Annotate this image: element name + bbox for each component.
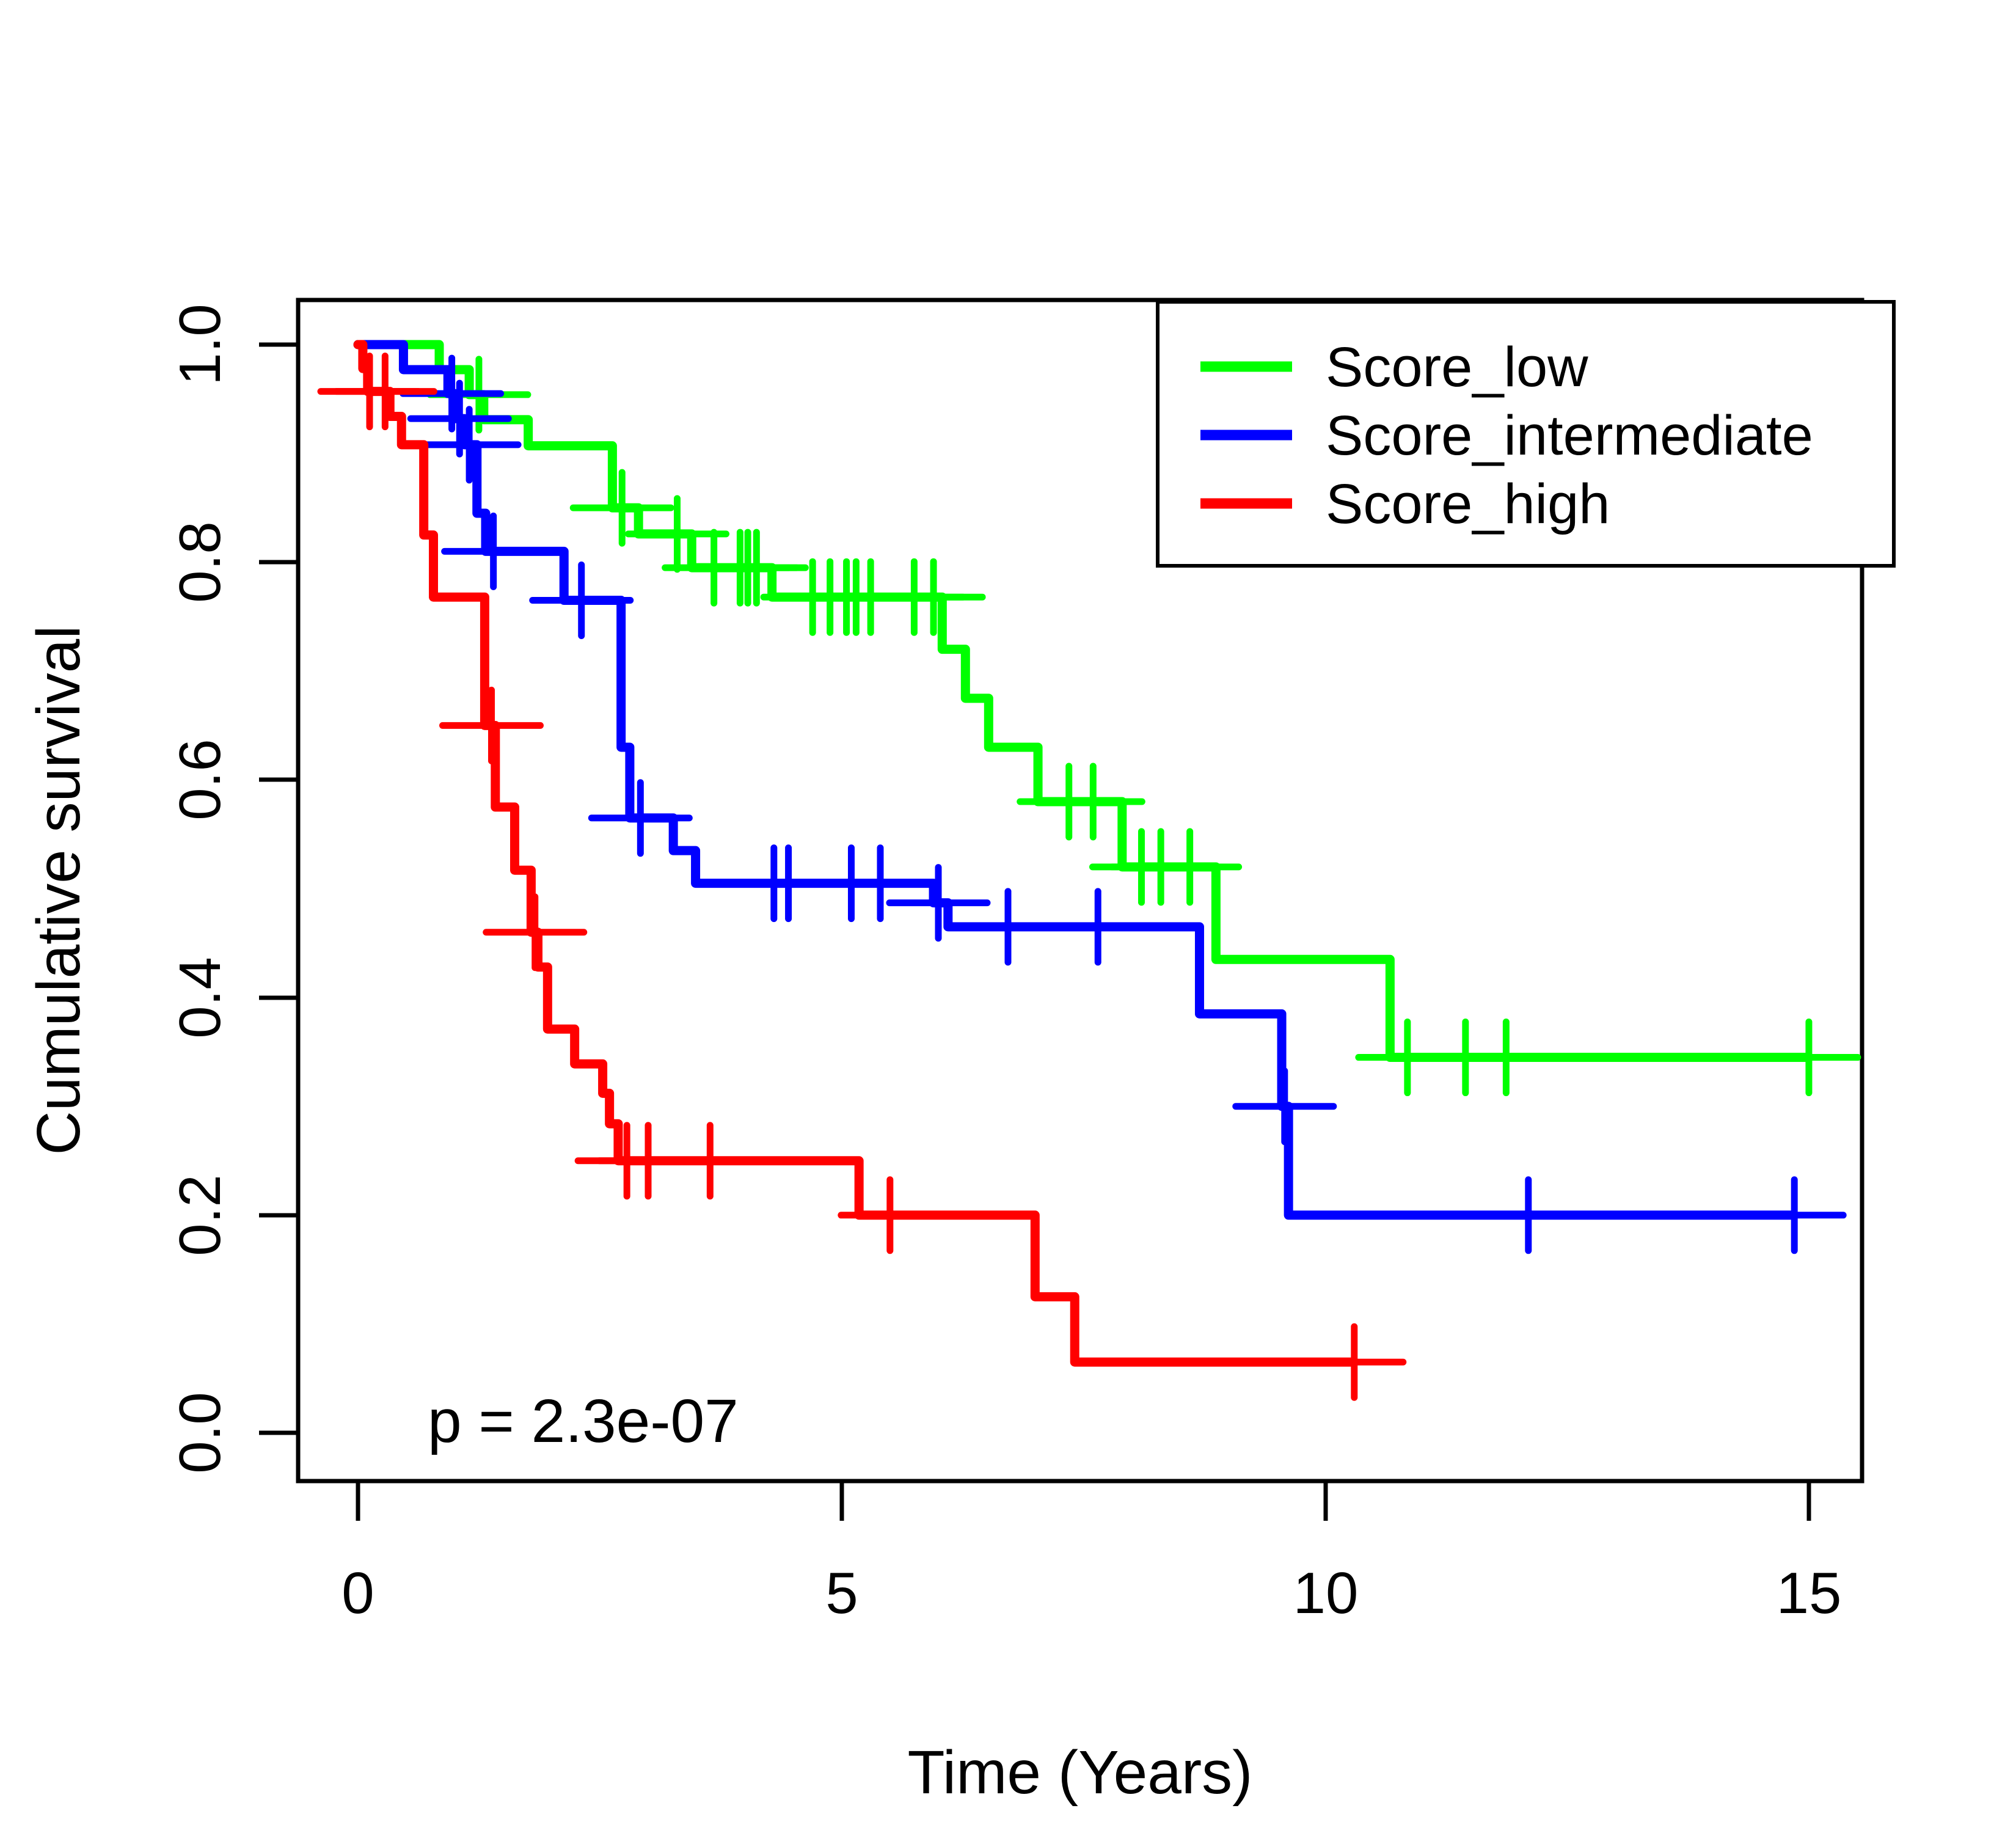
x-axis-ticks	[356, 1481, 1811, 1521]
plot-frame	[296, 298, 1864, 1484]
legend-label-score-low: Score_low	[1326, 336, 1588, 398]
survival-curves	[317, 340, 1861, 1401]
censor-marks-score-intermediate	[400, 354, 1847, 1254]
legend: Score_low Score_intermediate Score_high	[1156, 300, 1896, 568]
x-tick-15: 15	[1777, 1560, 1842, 1626]
x-axis-title: Time (Years)	[908, 1738, 1253, 1807]
p-value-annotation: p = 2.3e-07	[428, 1387, 739, 1455]
y-tick-0.6: 0.6	[167, 739, 233, 820]
y-tick-1.0: 1.0	[167, 304, 233, 385]
legend-label-score-intermediate: Score_intermediate	[1326, 404, 1813, 467]
y-axis-ticks	[259, 342, 298, 1435]
y-tick-0.0: 0.0	[167, 1392, 233, 1473]
legend-label-score-high: Score_high	[1326, 473, 1610, 535]
x-tick-0: 0	[341, 1560, 374, 1626]
x-tick-10: 10	[1293, 1560, 1359, 1626]
x-tick-5: 5	[825, 1560, 858, 1626]
y-axis-tick-labels: 1.0 0.8 0.6 0.4 0.2 0.0	[167, 304, 233, 1473]
censor-marks-score-high	[317, 353, 1407, 1401]
y-tick-0.2: 0.2	[167, 1174, 233, 1256]
curve-score-low	[353, 340, 1814, 1063]
y-tick-0.4: 0.4	[167, 957, 233, 1038]
x-axis-tick-labels: 0 5 10 15	[341, 1560, 1841, 1626]
y-tick-0.8: 0.8	[167, 521, 233, 602]
y-axis-title: Cumulative survival	[24, 626, 93, 1155]
